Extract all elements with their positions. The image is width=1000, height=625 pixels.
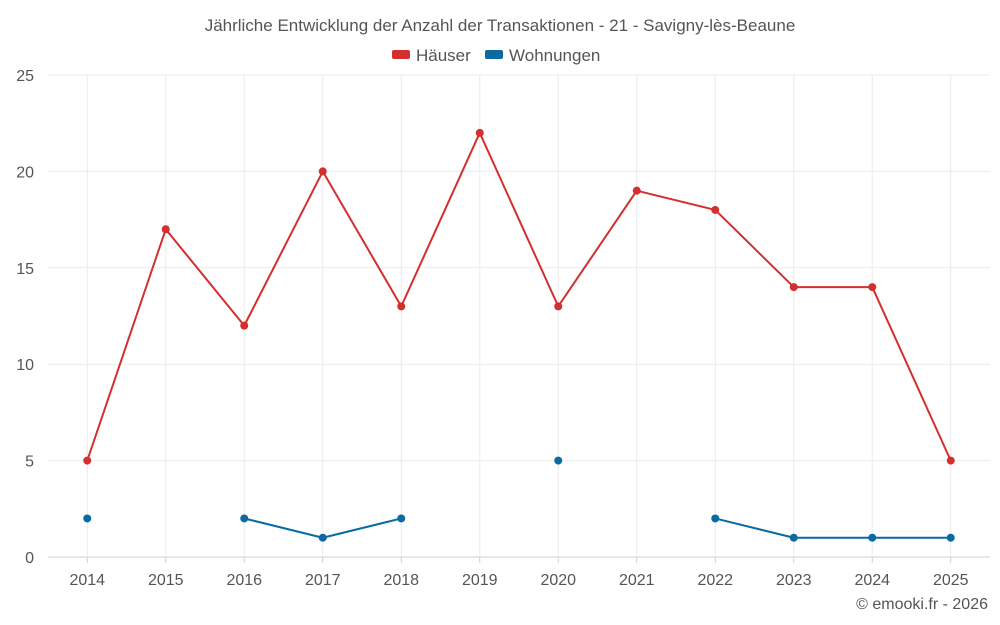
- gridlines: [48, 74, 990, 558]
- data-point-wohnungen-2022[interactable]: [711, 514, 720, 523]
- series-wohnungen: [83, 456, 955, 542]
- x-axis: 2014 2015 2016 2017 2018 2019 2020 2021 2022 2023…: [69, 557, 969, 589]
- y-tick-label: 5: [25, 454, 34, 471]
- x-tick-label: 2021: [619, 572, 655, 589]
- data-point-haeuser-2016[interactable]: [240, 321, 249, 330]
- y-tick-label: 25: [16, 68, 34, 85]
- legend-label-wohnungen[interactable]: Wohnungen: [509, 46, 600, 65]
- data-point-haeuser-2014[interactable]: [83, 456, 92, 465]
- x-tick-label: 2018: [383, 572, 419, 589]
- data-point-wohnungen-2020[interactable]: [554, 456, 563, 465]
- data-point-wohnungen-2024[interactable]: [868, 533, 877, 542]
- x-tick-label: 2019: [462, 572, 498, 589]
- data-point-wohnungen-2018[interactable]: [397, 514, 406, 523]
- data-point-wohnungen-2017[interactable]: [318, 533, 327, 542]
- x-tick-label: 2025: [933, 572, 969, 589]
- x-tick-label: 2023: [776, 572, 812, 589]
- x-tick-label: 2022: [697, 572, 733, 589]
- legend-swatch-wohnungen: [485, 50, 503, 59]
- x-tick-label: 2015: [148, 572, 184, 589]
- y-tick-label: 0: [25, 550, 34, 567]
- x-tick-label: 2017: [305, 572, 341, 589]
- data-point-wohnungen-2016[interactable]: [240, 514, 249, 523]
- data-point-haeuser-2017[interactable]: [318, 167, 327, 176]
- data-point-wohnungen-2025[interactable]: [946, 533, 955, 542]
- y-tick-label: 10: [16, 357, 34, 374]
- y-tick-label: 20: [16, 164, 34, 181]
- legend: Häuser Wohnungen: [392, 46, 600, 65]
- data-point-haeuser-2024[interactable]: [868, 283, 877, 292]
- data-point-haeuser-2025[interactable]: [946, 456, 955, 465]
- data-point-haeuser-2022[interactable]: [711, 205, 720, 214]
- y-tick-label: 15: [16, 261, 34, 278]
- data-point-haeuser-2021[interactable]: [632, 186, 641, 195]
- x-tick-label: 2024: [854, 572, 890, 589]
- series-line-haeuser: [86, 131, 952, 462]
- chart-title: Jährliche Entwicklung der Anzahl der Tra…: [205, 16, 796, 35]
- series-layer: [83, 128, 955, 542]
- data-point-wohnungen-2023[interactable]: [789, 533, 798, 542]
- x-tick-label: 2020: [540, 572, 576, 589]
- series-haeuser: [83, 128, 955, 465]
- data-point-haeuser-2020[interactable]: [554, 302, 563, 311]
- credit-text: © emooki.fr - 2026: [856, 596, 988, 613]
- y-axis: 0 5 10 15 20 25: [16, 68, 34, 567]
- legend-swatch-haeuser: [392, 50, 410, 59]
- data-point-wohnungen-2014[interactable]: [83, 514, 92, 523]
- data-point-haeuser-2023[interactable]: [789, 283, 798, 292]
- legend-label-haeuser[interactable]: Häuser: [416, 46, 471, 65]
- data-point-haeuser-2015[interactable]: [161, 225, 170, 234]
- x-tick-label: 2014: [69, 572, 105, 589]
- x-tick-label: 2016: [226, 572, 262, 589]
- data-point-haeuser-2019[interactable]: [475, 128, 484, 137]
- series-line-wohnungen: [715, 517, 951, 539]
- data-point-haeuser-2018[interactable]: [397, 302, 406, 311]
